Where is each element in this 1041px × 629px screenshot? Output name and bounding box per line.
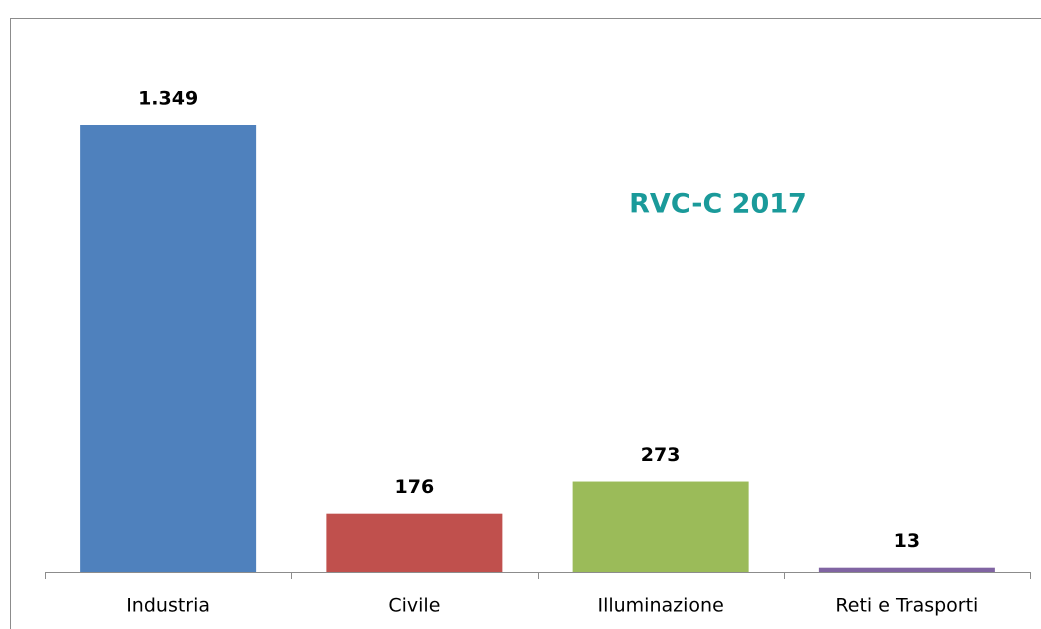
bar xyxy=(326,513,503,572)
bar xyxy=(572,481,749,572)
value-label: 13 xyxy=(894,530,920,552)
x-tick-label: Illuminazione xyxy=(597,595,723,617)
value-label: 273 xyxy=(641,444,681,466)
x-tick-label: Industria xyxy=(126,595,210,617)
chart-title: RVC-C 2017 xyxy=(629,189,807,220)
x-tick-label: Reti e Trasporti xyxy=(835,595,978,617)
value-label: 1.349 xyxy=(138,88,198,110)
bar xyxy=(818,567,995,572)
value-label: 176 xyxy=(395,476,435,498)
x-tick-label: Civile xyxy=(388,595,440,617)
bar xyxy=(80,125,257,572)
